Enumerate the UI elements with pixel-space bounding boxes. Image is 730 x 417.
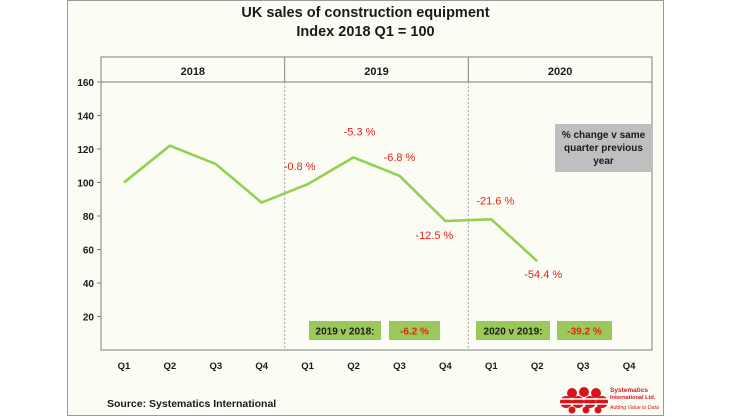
year-label: 2020 (548, 66, 572, 78)
annotation-value: -6.2 % (400, 327, 429, 338)
chart-subtitle: Index 2018 Q1 = 100 (296, 24, 435, 40)
y-tick-label: 20 (83, 313, 95, 324)
year-label: 2018 (181, 66, 205, 78)
x-tick-label: Q4 (439, 361, 452, 372)
x-tick-label: Q1 (301, 361, 314, 372)
chart-title: UK sales of construction equipment (241, 5, 490, 21)
annotation-label: 2019 v 2018: (316, 327, 375, 338)
data-label: -21.6 % (476, 195, 514, 207)
plot-area (100, 81, 653, 351)
data-label: -0.8 % (284, 161, 316, 173)
source-note: Source: Systematics International (107, 398, 277, 410)
data-label: -12.5 % (415, 230, 453, 242)
systematics-logo: Systematics International Ltd. Adding Va… (559, 387, 659, 414)
legend-box-text: % change v same (562, 130, 646, 141)
annotation-label: 2020 v 2019: (484, 327, 543, 338)
data-label: -54.4 % (524, 269, 562, 281)
year-band (100, 56, 653, 83)
x-tick-label: Q1 (485, 361, 498, 372)
x-tick-label: Q3 (393, 361, 406, 372)
y-tick-label: 140 (77, 112, 94, 123)
annotation-label-box (476, 321, 550, 340)
x-tick-label: Q3 (577, 361, 590, 372)
legend-box-text: quarter previous (564, 143, 643, 154)
annotation-value: -39.2 % (567, 327, 602, 338)
x-tick-label: Q2 (347, 361, 360, 372)
x-tick-label: Q2 (164, 361, 177, 372)
svg-text:Adding Value to Data: Adding Value to Data (609, 405, 659, 411)
y-tick-label: 160 (77, 78, 94, 89)
x-tick-label: Q1 (118, 361, 131, 372)
annotation-label-box (309, 321, 381, 340)
svg-text:Systematics: Systematics (610, 387, 648, 394)
year-label: 2019 (364, 66, 388, 78)
data-label: -5.3 % (344, 126, 376, 138)
annotation-value-box (557, 321, 612, 340)
legend-box (555, 124, 652, 172)
svg-text:International Ltd.: International Ltd. (610, 395, 656, 401)
annotation-value-box (389, 321, 440, 340)
data-label: -6.8 % (384, 152, 416, 164)
y-tick-label: 100 (77, 179, 94, 190)
x-tick-label: Q4 (623, 361, 636, 372)
legend-box-text: year (593, 156, 614, 167)
y-tick-label: 80 (83, 212, 95, 223)
x-tick-label: Q3 (209, 361, 222, 372)
y-tick-label: 120 (77, 145, 94, 156)
series-line (123, 144, 539, 263)
x-tick-label: Q2 (531, 361, 544, 372)
y-tick-label: 60 (83, 246, 95, 257)
x-tick-label: Q4 (255, 361, 268, 372)
y-tick-label: 40 (83, 279, 95, 290)
